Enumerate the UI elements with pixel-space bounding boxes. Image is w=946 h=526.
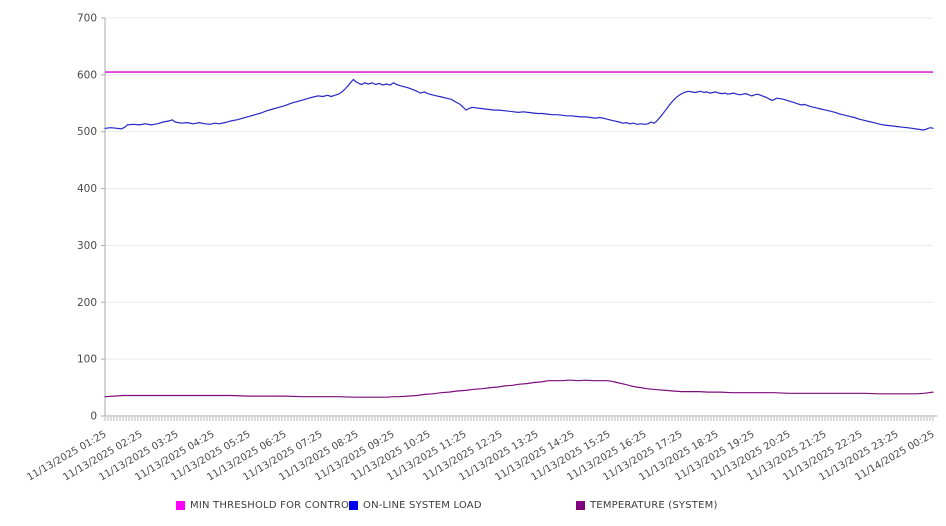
online-system-load-swatch-icon [349,500,358,510]
legend-label-online-system-load: ON-LINE SYSTEM LOAD [363,499,482,511]
temperature-system-swatch-icon [576,500,585,510]
y-axis-label: 400 [77,183,97,195]
chart-legend: MIN THRESHOLD FOR CONTROL ON-LINE SYSTEM… [0,498,946,518]
series-line-on-line-system-load [104,78,934,131]
y-axis-label: 600 [77,69,97,81]
legend-item-min-threshold: MIN THRESHOLD FOR CONTROL [176,498,355,512]
legend-label-temperature-system: TEMPERATURE (SYSTEM) [590,499,718,511]
legend-item-online-system-load: ON-LINE SYSTEM LOAD [349,498,482,512]
y-axis-label: 200 [77,297,97,309]
legend-label-min-threshold: MIN THRESHOLD FOR CONTROL [190,499,355,511]
y-axis-label: 700 [77,13,97,25]
series-line-temperature-system- [104,379,934,398]
min-threshold-swatch-icon [176,500,185,510]
y-axis-label: 300 [77,240,97,252]
legend-item-temperature-system: TEMPERATURE (SYSTEM) [576,498,718,512]
y-axis-label: 500 [77,126,97,138]
y-axis-label: 0 [90,411,97,423]
y-axis-label: 100 [77,354,97,366]
